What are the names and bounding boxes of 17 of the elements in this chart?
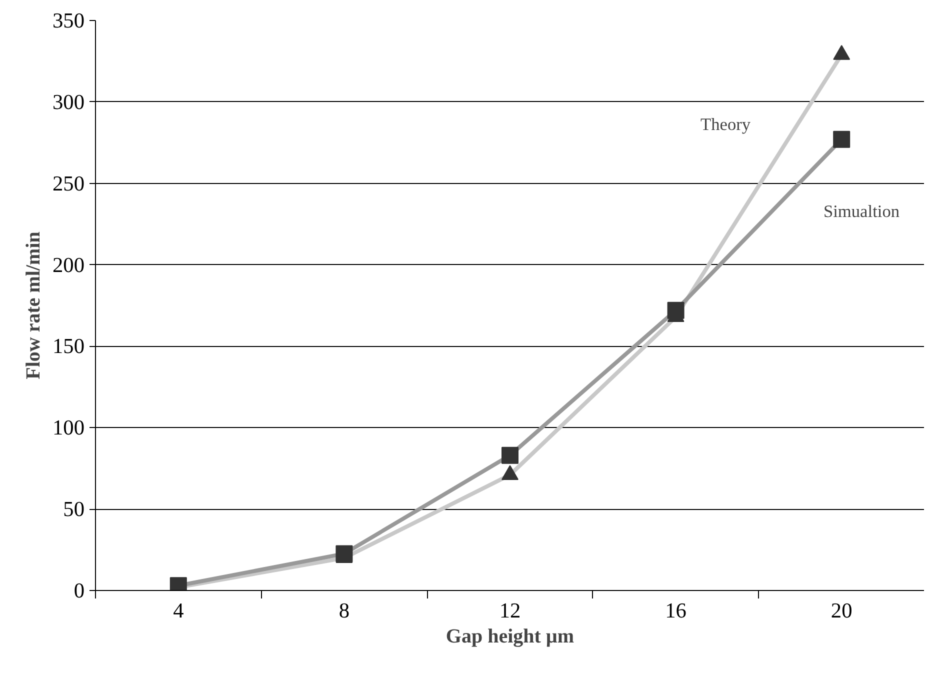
y-axis-title: Flow rate ml/min (22, 232, 45, 380)
y-tick-label: 200 (52, 252, 85, 277)
x-tick-label: 12 (499, 598, 521, 622)
y-tick-label: 50 (63, 497, 84, 522)
x-tick-label: 16 (665, 598, 687, 622)
x-axis-title: Gap height µm (446, 626, 574, 648)
series-label: Theory (700, 114, 751, 134)
y-tick-label: 300 (52, 90, 85, 114)
x-tick-label: 8 (338, 598, 350, 622)
y-tick-label: 350 (52, 8, 85, 32)
y-tick-label: 0 (74, 578, 85, 602)
x-tick-label: 4 (173, 598, 184, 622)
y-tick-label: 250 (52, 171, 85, 196)
y-tick-label: 150 (52, 334, 85, 358)
series-label: Simualtion (823, 202, 900, 222)
x-tick-label: 20 (830, 598, 852, 622)
y-tick-label: 100 (52, 416, 85, 440)
